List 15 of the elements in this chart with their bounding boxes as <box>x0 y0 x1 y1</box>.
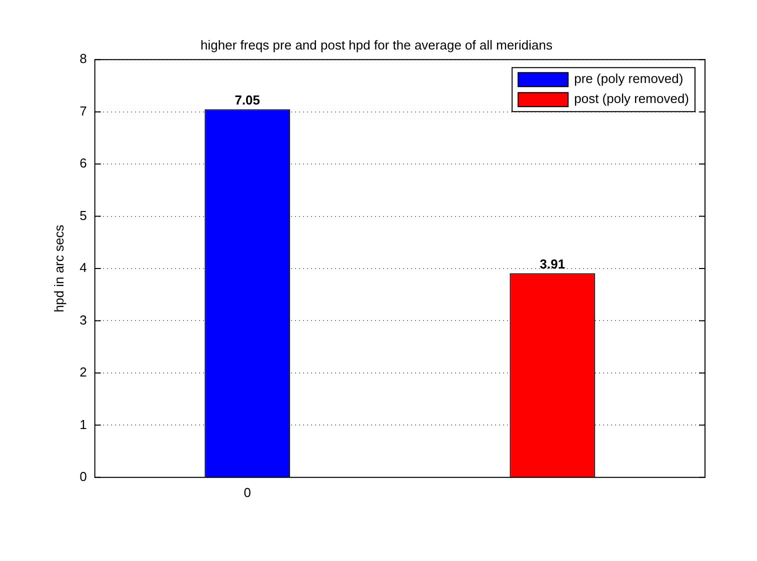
y-tick-label: 6 <box>80 156 87 171</box>
y-tick-label: 1 <box>80 416 87 432</box>
y-tick-label: 0 <box>80 468 87 484</box>
y-tick-label: 3 <box>80 312 87 328</box>
y-tick-label: 4 <box>80 260 87 276</box>
legend-label: pre (poly removed) <box>574 71 684 86</box>
legend-label: post (poly removed) <box>574 91 690 106</box>
data-label: 3.91 <box>540 256 566 272</box>
data-label: 7.05 <box>234 92 260 108</box>
y-tick-label: 7 <box>80 103 87 118</box>
y-axis-title: hpd in arc secs <box>51 224 66 312</box>
y-tick-label: 8 <box>80 51 87 66</box>
y-tick-label: 5 <box>80 208 87 223</box>
y-tick-label: 2 <box>80 364 87 380</box>
chart-title: higher freqs pre and post hpd for the average of all meridians <box>200 37 553 52</box>
